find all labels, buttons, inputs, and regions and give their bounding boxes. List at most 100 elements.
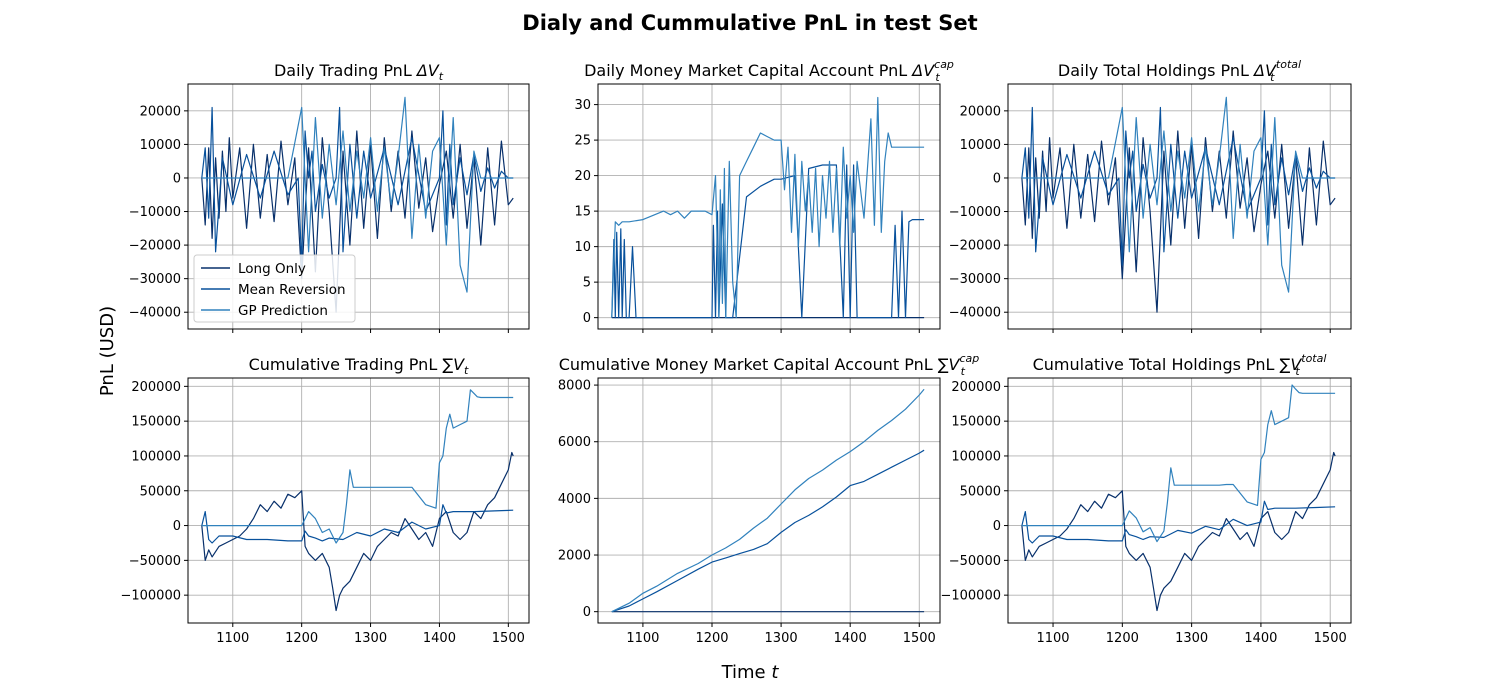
series-line-mean-reversion bbox=[201, 504, 514, 544]
y-tick-label: 100000 bbox=[951, 449, 1001, 464]
series-group bbox=[611, 388, 925, 613]
y-tick-label: 5 bbox=[583, 276, 591, 291]
series-line-long-only bbox=[201, 130, 514, 313]
y-tick-label: 20000 bbox=[960, 104, 1001, 119]
figure-y-axis-label: PnL (USD) bbox=[97, 306, 118, 396]
y-tick-label: 150000 bbox=[131, 415, 181, 430]
title-text: Cumulative Total Holdings PnL bbox=[1033, 355, 1280, 374]
subplot-title: Cumulative Money Market Capital Account … bbox=[559, 352, 980, 378]
plot-frame bbox=[597, 83, 941, 330]
x-tick-label: 1200 bbox=[285, 631, 318, 646]
y-tick-label: −40000 bbox=[129, 306, 181, 321]
plot-frame bbox=[187, 83, 530, 330]
x-tick-label: 1500 bbox=[1314, 631, 1347, 646]
y-tick-label: −50000 bbox=[949, 554, 1001, 569]
x-tick-label: 1400 bbox=[834, 631, 867, 646]
title-math: ΔV bbox=[415, 61, 440, 80]
y-tick-label: 0 bbox=[583, 605, 591, 620]
y-tick-label: −100000 bbox=[940, 589, 1001, 604]
y-tick-label: −20000 bbox=[949, 239, 1001, 254]
title-math: ∑V bbox=[1280, 355, 1303, 374]
y-tick-label: −30000 bbox=[129, 272, 181, 287]
legend-box bbox=[193, 254, 356, 323]
legend-entry: Long Only bbox=[238, 261, 306, 277]
series-line-long-only bbox=[201, 451, 514, 612]
x-tick-label: 1100 bbox=[626, 631, 659, 646]
y-tick-label: 0 bbox=[173, 171, 181, 186]
series-line-gp-prediction bbox=[611, 96, 925, 319]
subplot-title: Daily Money Market Capital Account PnL Δ… bbox=[584, 58, 954, 84]
y-tick-label: −100000 bbox=[120, 589, 181, 604]
y-tick-label: −20000 bbox=[129, 239, 181, 254]
y-tick-label: 8000 bbox=[558, 379, 591, 394]
subplot-title: Cumulative Trading PnL ∑Vt bbox=[249, 355, 469, 377]
y-tick-label: 30 bbox=[574, 98, 591, 113]
subplot-title: Daily Trading PnL ΔVt bbox=[274, 61, 444, 83]
title-text: Daily Trading PnL bbox=[274, 61, 417, 80]
legend-entry: Mean Reversion bbox=[238, 282, 346, 298]
y-tick-label: 50000 bbox=[140, 484, 181, 499]
legend: Long Only Mean Reversion GP Prediction bbox=[193, 254, 356, 323]
x-tick-label: 1200 bbox=[1106, 631, 1139, 646]
x-tick-label: 1400 bbox=[1244, 631, 1277, 646]
y-tick-label: 20000 bbox=[140, 104, 181, 119]
title-subscript: t bbox=[935, 71, 940, 84]
y-tick-label: 4000 bbox=[558, 492, 591, 507]
title-subscript: t bbox=[961, 365, 966, 378]
series-line-long-only bbox=[1021, 130, 1336, 313]
y-tick-label: −10000 bbox=[129, 205, 181, 220]
y-tick-label: 100000 bbox=[131, 449, 181, 464]
title-superscript: cap bbox=[959, 352, 979, 365]
y-tick-label: 15 bbox=[574, 205, 591, 220]
y-tick-label: 150000 bbox=[951, 415, 1001, 430]
subplot-title: Cumulative Total Holdings PnL ∑Vtotal t bbox=[1033, 352, 1327, 378]
y-tick-label: 2000 bbox=[558, 549, 591, 564]
series-line-gp-prediction bbox=[611, 388, 925, 613]
x-axis-label-variable: t bbox=[771, 662, 779, 683]
series-line-gp-prediction bbox=[201, 96, 514, 293]
y-tick-label: −50000 bbox=[129, 554, 181, 569]
plot-frame bbox=[1007, 83, 1352, 330]
subplot-cum_trading: 1100 1200 1300 1400 1500 −100000 −50000 0 50000 1… bbox=[120, 355, 530, 646]
series-line-gp-prediction bbox=[1021, 384, 1336, 543]
plot-frame bbox=[597, 377, 941, 624]
x-tick-label: 1100 bbox=[1036, 631, 1069, 646]
x-tick-label: 1300 bbox=[354, 631, 387, 646]
series-group bbox=[201, 389, 514, 612]
y-tick-label: 20 bbox=[574, 169, 591, 184]
x-tick-label: 1500 bbox=[903, 631, 936, 646]
subplot-daily_total: −40000 −30000 −20000 −10000 0 10000 20000 Daily… bbox=[949, 58, 1352, 333]
series-line-gp-prediction bbox=[201, 389, 514, 544]
series-line-mean-reversion bbox=[201, 106, 514, 266]
title-text: Cumulative Money Market Capital Account … bbox=[559, 355, 938, 374]
plot-frame bbox=[1007, 377, 1352, 624]
title-subscript: t bbox=[464, 364, 469, 377]
y-tick-label: 6000 bbox=[558, 435, 591, 450]
series-line-gp-prediction bbox=[1021, 96, 1336, 293]
y-tick-label: 0 bbox=[993, 519, 1001, 534]
title-subscript: t bbox=[1295, 365, 1300, 378]
y-tick-label: 200000 bbox=[131, 380, 181, 395]
series-line-mean-reversion bbox=[611, 449, 925, 613]
x-tick-label: 1400 bbox=[423, 631, 456, 646]
series-line-mean-reversion bbox=[1021, 500, 1336, 544]
subplot-title: Daily Total Holdings PnL ΔVtotal t bbox=[1058, 58, 1301, 84]
x-tick-label: 1500 bbox=[492, 631, 525, 646]
figure-title: Dialy and Cummulative PnL in test Set bbox=[522, 11, 977, 35]
x-axis-label-text: Time bbox=[721, 662, 772, 683]
title-text: Cumulative Trading PnL bbox=[249, 355, 443, 374]
y-tick-label: 10 bbox=[574, 240, 591, 255]
series-group bbox=[611, 96, 925, 319]
figure-x-axis-label: Time t bbox=[721, 662, 780, 683]
title-superscript: cap bbox=[934, 58, 954, 71]
y-tick-label: 0 bbox=[993, 171, 1001, 186]
x-tick-label: 1300 bbox=[765, 631, 798, 646]
x-tick-label: 1300 bbox=[1175, 631, 1208, 646]
subplot-daily_capital: 0 5 10 15 20 25 30 Daily Money Market Capital A… bbox=[574, 58, 954, 333]
y-tick-label: 200000 bbox=[951, 380, 1001, 395]
title-subscript: t bbox=[439, 70, 444, 83]
title-subscript: t bbox=[1270, 71, 1275, 84]
series-line-mean-reversion bbox=[1021, 106, 1336, 266]
y-tick-label: −30000 bbox=[949, 272, 1001, 287]
